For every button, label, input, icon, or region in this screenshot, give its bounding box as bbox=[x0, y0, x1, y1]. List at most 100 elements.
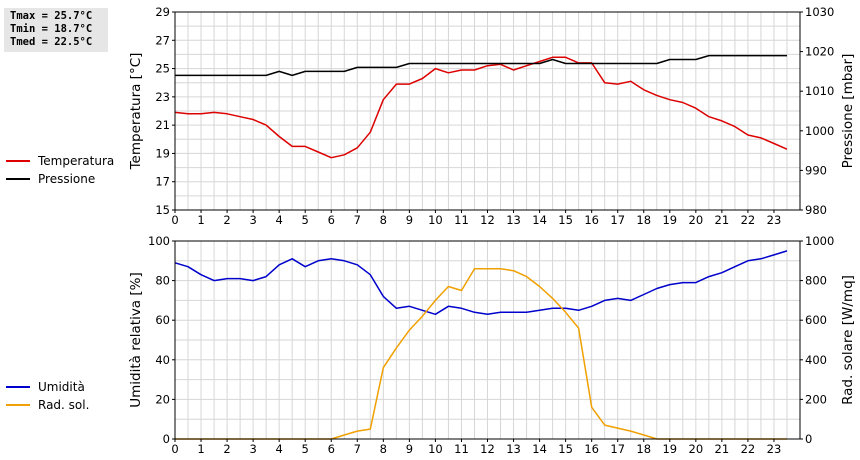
x-tick-label: 3 bbox=[249, 442, 256, 456]
x-tick-label: 13 bbox=[506, 213, 521, 227]
x-tick-label: 14 bbox=[532, 213, 547, 227]
legend-label-temperatura: Temperatura bbox=[38, 154, 115, 168]
legend-label-pressione: Pressione bbox=[38, 172, 96, 186]
x-tick-label: 5 bbox=[302, 213, 309, 227]
x-tick-label: 19 bbox=[662, 213, 677, 227]
series-line-umidit bbox=[174, 250, 788, 316]
x-tick-label: 14 bbox=[532, 442, 547, 456]
x-tick-label: 6 bbox=[328, 442, 335, 456]
x-tick-label: 16 bbox=[584, 442, 599, 456]
x-tick-label: 5 bbox=[302, 442, 309, 456]
y-tick-label-right: 990 bbox=[805, 163, 827, 177]
legend-item: Umidità bbox=[6, 378, 89, 396]
y-tick-label-right: 400 bbox=[805, 353, 827, 367]
y-tick-label-right: 1000 bbox=[805, 234, 834, 248]
x-tick-label: 20 bbox=[689, 442, 704, 456]
x-tick-label: 20 bbox=[689, 213, 704, 227]
x-tick-label: 17 bbox=[610, 213, 625, 227]
x-tick-label: 15 bbox=[558, 442, 573, 456]
series-line-pressione bbox=[175, 54, 787, 77]
x-tick-label: 12 bbox=[480, 213, 495, 227]
x-tick-label: 4 bbox=[276, 213, 283, 227]
x-tick-label: 12 bbox=[480, 442, 495, 456]
y-tick-label-right: 600 bbox=[805, 313, 827, 327]
x-tick-label: 23 bbox=[767, 442, 782, 456]
x-tick-label: 10 bbox=[428, 442, 443, 456]
tmax-text: Tmax = 25.7°C bbox=[10, 10, 93, 22]
stats-box: Tmax = 25.7°C Tmin = 18.7°C Tmed = 22.5°… bbox=[4, 8, 108, 52]
y-tick-label-left: 20 bbox=[155, 392, 170, 406]
x-tick-label: 1 bbox=[197, 213, 204, 227]
x-tick-label: 13 bbox=[506, 442, 521, 456]
y-tick-label-left: 21 bbox=[155, 118, 170, 132]
series-line-temperatura bbox=[174, 56, 788, 159]
y-tick-label-left: 27 bbox=[155, 33, 170, 47]
x-tick-label: 18 bbox=[636, 442, 651, 456]
x-tick-label: 10 bbox=[428, 213, 443, 227]
x-tick-label: 19 bbox=[662, 442, 677, 456]
legend-label-radsol: Rad. sol. bbox=[38, 398, 90, 412]
x-tick-label: 4 bbox=[276, 442, 283, 456]
y-tick-label-right: 1030 bbox=[805, 5, 834, 19]
x-tick-label: 16 bbox=[584, 213, 599, 227]
x-tick-label: 9 bbox=[406, 213, 413, 227]
x-tick-label: 6 bbox=[328, 213, 335, 227]
x-tick-label: 21 bbox=[715, 442, 730, 456]
x-tick-label: 18 bbox=[636, 213, 651, 227]
x-tick-label: 9 bbox=[406, 442, 413, 456]
y-tick-label-right: 1000 bbox=[805, 124, 834, 138]
x-tick-label: 2 bbox=[223, 442, 230, 456]
tmed-text: Tmed = 22.5°C bbox=[10, 36, 93, 48]
y-tick-label-right: 1010 bbox=[805, 84, 834, 98]
x-tick-label: 8 bbox=[380, 213, 387, 227]
x-tick-label: 15 bbox=[558, 213, 573, 227]
y-tick-label-left: 0 bbox=[163, 432, 170, 446]
y-tick-label-left: 100 bbox=[148, 234, 170, 248]
legend-item: Pressione bbox=[6, 170, 114, 188]
x-tick-label: 0 bbox=[171, 442, 178, 456]
y-tick-label-right: 800 bbox=[805, 274, 827, 288]
x-tick-label: 22 bbox=[741, 442, 756, 456]
legend-top: Temperatura Pressione bbox=[6, 152, 114, 188]
y-tick-label-left: 15 bbox=[155, 203, 170, 217]
x-tick-label: 3 bbox=[249, 213, 256, 227]
x-tick-label: 21 bbox=[715, 213, 730, 227]
legend-swatch-radsol bbox=[6, 404, 30, 406]
legend-label-umidita: Umidità bbox=[38, 380, 85, 394]
legend-swatch-umidita bbox=[6, 386, 30, 388]
x-tick-label: 11 bbox=[454, 213, 469, 227]
legend-item: Rad. sol. bbox=[6, 396, 89, 414]
series-line-radsol bbox=[175, 267, 787, 440]
y-tick-label-left: 40 bbox=[155, 353, 170, 367]
y-tick-label-left: 25 bbox=[155, 62, 170, 76]
x-tick-label: 22 bbox=[741, 213, 756, 227]
y-tick-label-right: 1020 bbox=[805, 45, 834, 59]
legend-swatch-pressione bbox=[6, 178, 30, 180]
y-tick-label-left: 19 bbox=[155, 146, 170, 160]
y-tick-label-left: 60 bbox=[155, 313, 170, 327]
tmin-text: Tmin = 18.7°C bbox=[10, 23, 93, 35]
x-tick-label: 8 bbox=[380, 442, 387, 456]
y-tick-label-left: 80 bbox=[155, 274, 170, 288]
x-tick-label: 0 bbox=[171, 213, 178, 227]
x-tick-label: 23 bbox=[767, 213, 782, 227]
y-tick-label-left: 29 bbox=[155, 5, 170, 19]
x-tick-label: 7 bbox=[354, 442, 361, 456]
y-tick-label-right: 200 bbox=[805, 392, 827, 406]
y-tick-label-right: 980 bbox=[805, 203, 827, 217]
legend-item: Temperatura bbox=[6, 152, 114, 170]
y-tick-label-left: 17 bbox=[155, 175, 170, 189]
y-tick-label-left: 23 bbox=[155, 90, 170, 104]
legend-bottom: Umidità Rad. sol. bbox=[6, 378, 89, 414]
x-tick-label: 2 bbox=[223, 213, 230, 227]
x-tick-label: 17 bbox=[610, 442, 625, 456]
x-tick-label: 1 bbox=[197, 442, 204, 456]
y-axis-label-right: Pressione [mbar] bbox=[840, 54, 856, 169]
x-tick-label: 7 bbox=[354, 213, 361, 227]
legend-swatch-temperatura bbox=[6, 160, 30, 162]
y-tick-label-right: 0 bbox=[805, 432, 812, 446]
y-axis-label-right: Rad. solare [W/mq] bbox=[840, 275, 856, 405]
y-axis-label-left: Umidità relativa [%] bbox=[128, 272, 144, 408]
y-axis-label-left: Temperatura [°C] bbox=[128, 53, 144, 171]
